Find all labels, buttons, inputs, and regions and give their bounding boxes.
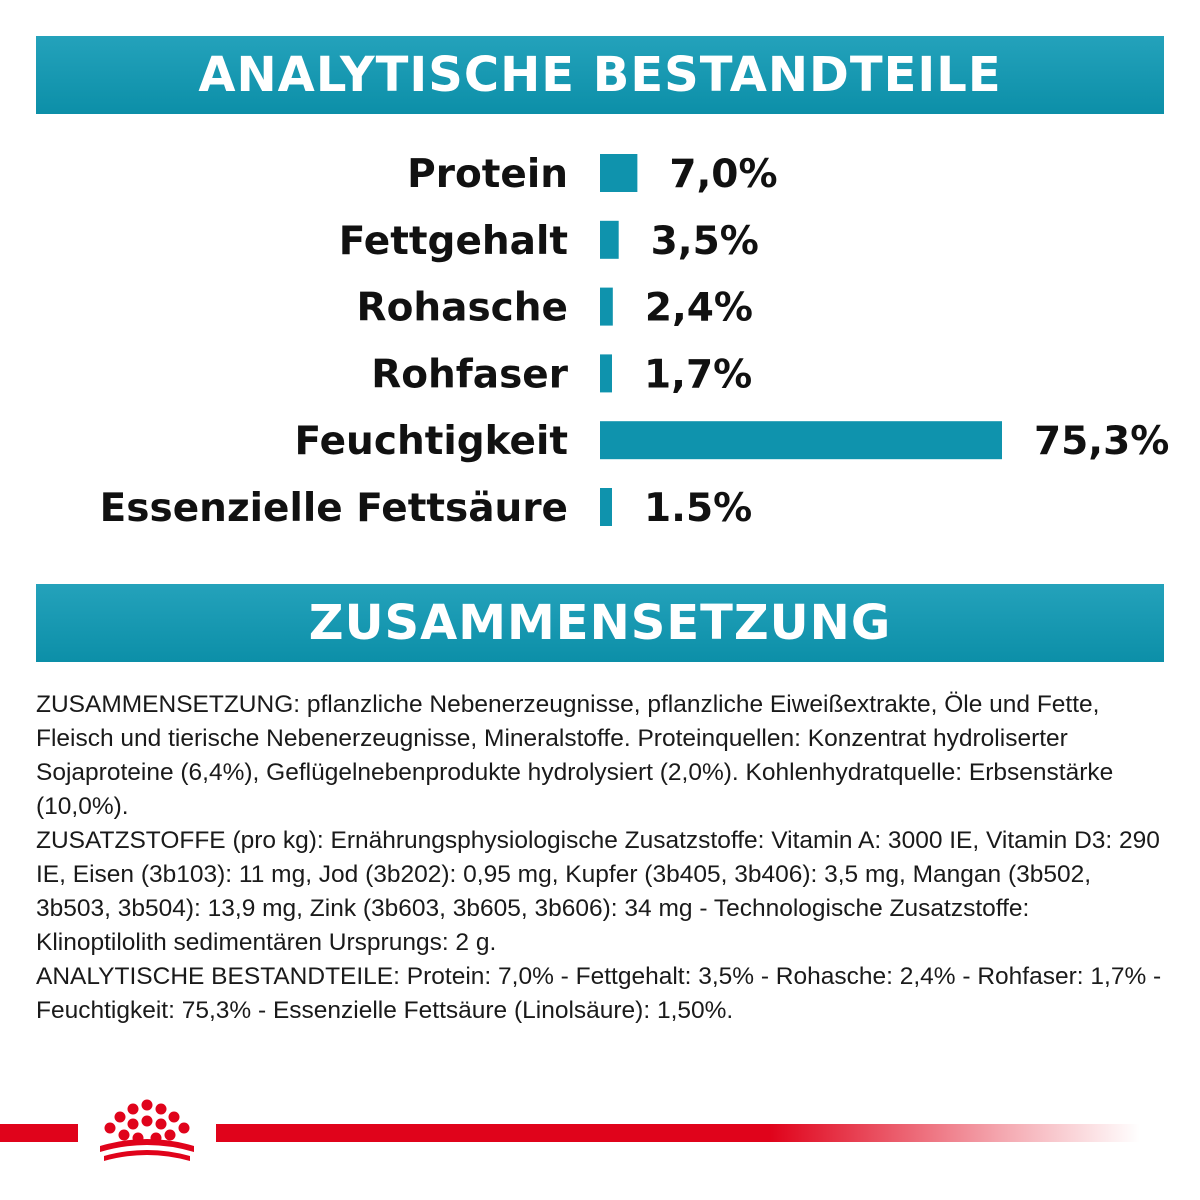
analytics-banner: ANALYTISCHE BESTANDTEILE bbox=[36, 36, 1164, 114]
value-label-rohasche: 2,4% bbox=[645, 286, 753, 331]
composition-paragraph-ingredients: ZUSAMMENSETZUNG: pflanzliche Nebenerzeug… bbox=[36, 691, 1114, 820]
bar-feuchtigkeit bbox=[600, 421, 1002, 460]
bar-fettgehalt bbox=[600, 220, 619, 259]
category-label-feuchtigkeit: Feuchtigkeit bbox=[295, 419, 568, 464]
analytics-title: ANALYTISCHE BESTANDTEILE bbox=[198, 47, 1002, 103]
analytics-bar-chart: Protein 7,0% Fettgehalt 3,5% Rohasche 2,4% Roh… bbox=[100, 152, 1170, 531]
value-label-protein: 7,0% bbox=[669, 152, 777, 197]
footer-line-left bbox=[0, 1124, 78, 1142]
category-label-protein: Protein bbox=[407, 152, 568, 197]
composition-text: ZUSAMMENSETZUNG: pflanzliche Nebenerzeug… bbox=[36, 688, 1164, 1028]
bar-rohfaser bbox=[600, 354, 612, 393]
value-label-essenzielle-fettsaeure: 1.5% bbox=[644, 486, 752, 531]
category-label-essenzielle-fettsaeure: Essenzielle Fettsäure bbox=[100, 486, 568, 531]
value-label-fettgehalt: 3,5% bbox=[651, 219, 759, 264]
crown-icon bbox=[100, 1099, 194, 1161]
composition-paragraph-additives: ZUSATZSTOFFE (pro kg): Ernährungsphysiol… bbox=[36, 827, 1160, 956]
composition-banner: ZUSAMMENSETZUNG bbox=[36, 584, 1164, 662]
category-label-rohasche: Rohasche bbox=[357, 286, 568, 331]
bar-rohasche bbox=[600, 287, 613, 326]
value-label-feuchtigkeit: 75,3% bbox=[1034, 419, 1169, 464]
composition-title: ZUSAMMENSETZUNG bbox=[308, 595, 892, 651]
bar-protein bbox=[600, 154, 638, 192]
category-label-rohfaser: Rohfaser bbox=[371, 352, 569, 397]
category-label-fettgehalt: Fettgehalt bbox=[339, 219, 568, 264]
composition-paragraph-analytics: ANALYTISCHE BESTANDTEILE: Protein: 7,0% … bbox=[36, 963, 1162, 1024]
value-label-rohfaser: 1,7% bbox=[644, 352, 752, 397]
footer-line-right bbox=[216, 1124, 1140, 1142]
bar-essenzielle-fettsaeure bbox=[600, 488, 612, 526]
